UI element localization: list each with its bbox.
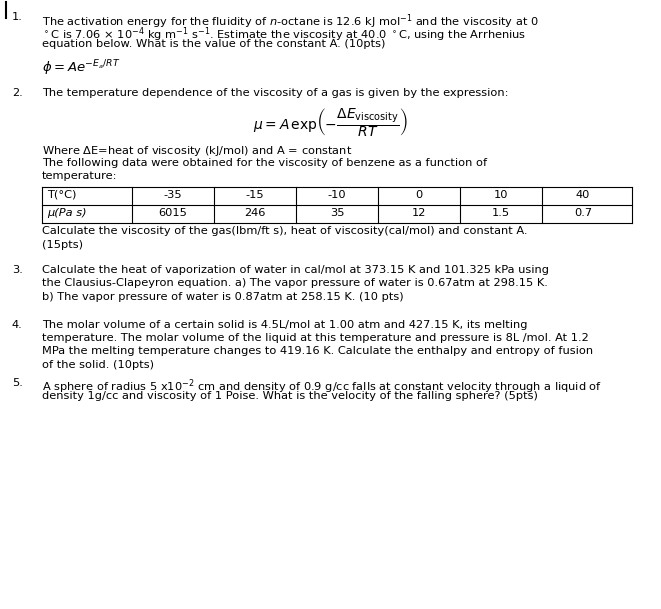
Text: $\mu = A \, \exp\!\left(-\dfrac{\Delta E_{\mathrm{viscosity}}}{RT}\right)$: $\mu = A \, \exp\!\left(-\dfrac{\Delta E… xyxy=(253,106,407,139)
Text: -10: -10 xyxy=(328,189,346,200)
Text: 12: 12 xyxy=(412,208,426,217)
Text: Where $\Delta$E=heat of viscosity (kJ/mol) and A = constant: Where $\Delta$E=heat of viscosity (kJ/mo… xyxy=(42,144,352,158)
Text: temperature:: temperature: xyxy=(42,171,118,181)
Text: 5.: 5. xyxy=(12,378,23,387)
Text: Calculate the heat of vaporization of water in cal/mol at 373.15 K and 101.325 k: Calculate the heat of vaporization of wa… xyxy=(42,265,549,275)
Text: μ(Pa s): μ(Pa s) xyxy=(47,208,87,217)
Text: 35: 35 xyxy=(330,208,344,217)
Text: 1.5: 1.5 xyxy=(492,208,510,217)
Text: A sphere of radius 5 x10$^{-2}$ cm and density of 0.9 g/cc falls at constant vel: A sphere of radius 5 x10$^{-2}$ cm and d… xyxy=(42,378,602,396)
Text: temperature. The molar volume of the liquid at this temperature and pressure is : temperature. The molar volume of the liq… xyxy=(42,333,589,343)
Text: 0.7: 0.7 xyxy=(574,208,592,217)
Text: 6015: 6015 xyxy=(159,208,188,217)
Text: -35: -35 xyxy=(164,189,182,200)
Text: $\phi = Ae^{-E_a/RT}$: $\phi = Ae^{-E_a/RT}$ xyxy=(42,58,120,78)
Text: 0: 0 xyxy=(415,189,422,200)
Text: 2.: 2. xyxy=(12,88,22,99)
Text: -15: -15 xyxy=(246,189,264,200)
Text: 3.: 3. xyxy=(12,265,23,275)
Text: 246: 246 xyxy=(245,208,266,217)
Text: the Clausius-Clapeyron equation. a) The vapor pressure of water is 0.67atm at 29: the Clausius-Clapeyron equation. a) The … xyxy=(42,278,548,289)
Text: equation below. What is the value of the constant A. (10pts): equation below. What is the value of the… xyxy=(42,39,385,49)
Text: b) The vapor pressure of water is 0.87atm at 258.15 K. (10 pts): b) The vapor pressure of water is 0.87at… xyxy=(42,292,404,302)
Text: $^\circ$C is 7.06 $\times$ 10$^{-4}$ kg m$^{-1}$ s$^{-1}$. Estimate the viscosit: $^\circ$C is 7.06 $\times$ 10$^{-4}$ kg … xyxy=(42,26,526,44)
Text: density 1g/cc and viscosity of 1 Poise. What is the velocity of the falling sphe: density 1g/cc and viscosity of 1 Poise. … xyxy=(42,391,538,401)
Text: 40: 40 xyxy=(576,189,590,200)
Text: T(°C): T(°C) xyxy=(47,189,77,200)
Text: The molar volume of a certain solid is 4.5L/mol at 1.00 atm and 427.15 K, its me: The molar volume of a certain solid is 4… xyxy=(42,320,527,329)
Text: The activation energy for the fluidity of $n$-octane is 12.6 kJ mol$^{-1}$ and t: The activation energy for the fluidity o… xyxy=(42,12,539,30)
Text: The temperature dependence of the viscosity of a gas is given by the expression:: The temperature dependence of the viscos… xyxy=(42,88,508,99)
Text: MPa the melting temperature changes to 419.16 K. Calculate the enthalpy and entr: MPa the melting temperature changes to 4… xyxy=(42,347,593,356)
Text: 10: 10 xyxy=(494,189,508,200)
Text: 4.: 4. xyxy=(12,320,22,329)
Text: of the solid. (10pts): of the solid. (10pts) xyxy=(42,360,154,370)
Text: (15pts): (15pts) xyxy=(42,240,83,250)
Text: 1.: 1. xyxy=(12,12,23,22)
Text: Calculate the viscosity of the gas(lbm/ft s), heat of viscosity(cal/mol) and con: Calculate the viscosity of the gas(lbm/f… xyxy=(42,227,527,236)
Text: The following data were obtained for the viscosity of benzene as a function of: The following data were obtained for the… xyxy=(42,158,487,167)
